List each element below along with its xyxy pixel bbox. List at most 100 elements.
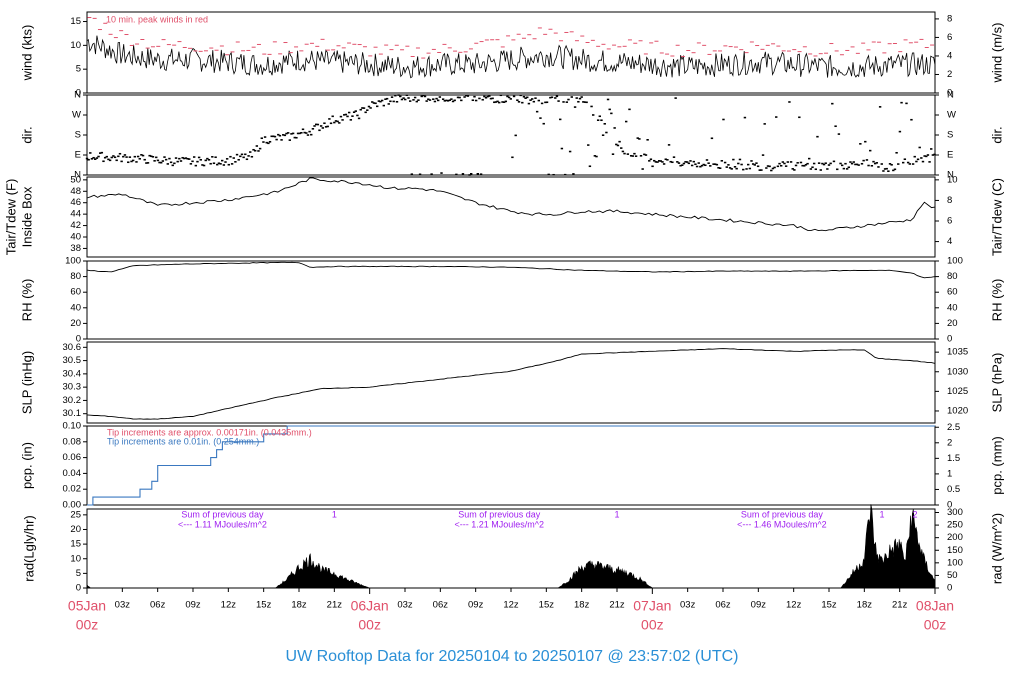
x-tick-label: 18z — [857, 600, 873, 611]
right-tick-label: E — [947, 150, 953, 161]
y-axis-label-left: RH (%) — [19, 279, 34, 322]
direction-points — [85, 94, 936, 176]
right-tick-label: 150 — [947, 545, 963, 556]
right-tick-label: 60 — [947, 287, 958, 298]
x-tick-label: 15z — [821, 600, 837, 611]
panel-frame-0 — [86, 11, 936, 94]
x-tick-label: 12z — [503, 600, 519, 611]
left-tick-label: 38 — [70, 243, 81, 254]
right-tick-label: 4 — [947, 50, 952, 61]
left-tick-label: 10 — [70, 553, 81, 564]
y-axis-label-left: SLP (inHg) — [19, 351, 34, 414]
x-tick-label: 03z — [397, 600, 413, 611]
left-tick-label: 30.2 — [63, 395, 82, 406]
right-tick-label: 0 — [947, 583, 952, 594]
left-tick-label: 0 — [76, 583, 81, 594]
left-tick-label: 0 — [76, 334, 81, 345]
radiation-annotation-line2: <--- 1.46 MJoules/m^2 — [737, 519, 827, 529]
right-tick-label: 100 — [947, 557, 963, 568]
left-tick-label: 15 — [70, 16, 81, 27]
right-tick-label: 1 — [947, 468, 952, 479]
right-tick-label: 0 — [947, 500, 952, 511]
left-tick-label: 0.08 — [63, 436, 82, 447]
y-axis-label-right: RH (%) — [989, 279, 1004, 322]
left-tick-label: 30.3 — [63, 382, 82, 393]
right-tick-label: 2 — [947, 437, 952, 448]
y-axis-label-right: wind (m/s) — [989, 23, 1004, 84]
right-tick-label: 4 — [947, 236, 952, 247]
x-day-time-label: 00z — [76, 617, 99, 633]
wind-peak-marks — [87, 17, 935, 59]
left-tick-label: 30.1 — [63, 408, 82, 419]
x-tick-label: 03z — [115, 600, 131, 611]
right-tick-label: 1025 — [947, 386, 968, 397]
y-axis-label-right: pcp. (mm) — [989, 436, 1004, 495]
left-tick-label: 10 — [70, 40, 81, 51]
right-tick-label: 1.5 — [947, 453, 960, 464]
left-tick-label: 48 — [70, 186, 81, 197]
radiation-annotation-line1: Sum of previous day — [458, 509, 541, 519]
right-tick-label: 250 — [947, 520, 963, 531]
x-tick-label: 06z — [150, 600, 166, 611]
left-tick-label: 0.00 — [63, 500, 82, 511]
left-tick-label: 40 — [70, 302, 81, 313]
panel-frame-2 — [86, 176, 936, 258]
right-tick-label: 300 — [947, 507, 963, 518]
right-tick-label: 1030 — [947, 366, 968, 377]
right-tick-label: 6 — [947, 216, 952, 227]
slp-line — [86, 348, 936, 420]
left-tick-label: E — [75, 150, 81, 161]
left-tick-label: 60 — [70, 287, 81, 298]
left-tick-label: N — [74, 90, 81, 101]
x-day-label: 07Jan — [633, 598, 671, 614]
right-tick-label: 50 — [947, 570, 958, 581]
right-tick-label: N — [947, 170, 954, 181]
radiation-annotation-line1: Sum of previous day — [741, 509, 824, 519]
left-tick-label: 20 — [70, 524, 81, 535]
radiation-annotation-line1: Sum of previous day — [181, 509, 264, 519]
x-tick-label: 12z — [221, 600, 237, 611]
left-tick-label: 100 — [65, 256, 81, 267]
x-day-label: 05Jan — [68, 598, 106, 614]
x-tick-label: 09z — [185, 600, 201, 611]
left-tick-label: 15 — [70, 539, 81, 550]
left-tick-label: S — [75, 130, 81, 141]
y-axis-label-right: dir. — [989, 126, 1004, 143]
x-tick-label: 06z — [715, 600, 731, 611]
left-tick-label: 50 — [70, 174, 81, 185]
left-tick-label: 46 — [70, 197, 81, 208]
y-axis-label-left: Tair/Tdew (F) — [3, 179, 18, 256]
wind-mean-line — [86, 35, 936, 79]
radiation-marker: 1 — [879, 509, 884, 519]
right-tick-label: 200 — [947, 532, 963, 543]
x-day-label: 06Jan — [351, 598, 389, 614]
left-tick-label: 0.10 — [63, 421, 82, 432]
right-tick-label: 1020 — [947, 405, 968, 416]
y-axis-label-right: Tair/Tdew (C) — [989, 178, 1004, 256]
y-axis-label-left: pcp. (in) — [19, 442, 34, 489]
left-tick-label: 30.5 — [63, 355, 82, 366]
x-day-label: 08Jan — [916, 598, 954, 614]
right-tick-label: 6 — [947, 32, 952, 43]
x-day-time-label: 00z — [924, 617, 947, 633]
right-tick-label: 0 — [947, 334, 952, 345]
y-axis-label-left: wind (kts) — [19, 25, 34, 82]
right-tick-label: 80 — [947, 271, 958, 282]
radiation-annotation-line2: <--- 1.11 MJoules/m^2 — [178, 519, 267, 529]
left-tick-label: 40 — [70, 232, 81, 243]
right-tick-label: 0 — [947, 88, 952, 99]
left-tick-label: 25 — [70, 509, 81, 520]
left-tick-label: 42 — [70, 220, 81, 231]
left-tick-label: 80 — [70, 271, 81, 282]
x-tick-label: 18z — [291, 600, 307, 611]
left-tick-label: 0 — [76, 88, 81, 99]
tair-line — [86, 177, 936, 232]
radiation-annotation-line2: <--- 1.21 MJoules/m^2 — [454, 519, 544, 529]
x-day-time-label: 00z — [641, 617, 664, 633]
left-tick-label: N — [74, 170, 81, 181]
left-tick-label: 5 — [76, 568, 81, 579]
right-tick-label: 2 — [947, 69, 952, 80]
left-tick-label: 30.6 — [63, 342, 82, 353]
right-tick-label: W — [947, 110, 956, 121]
